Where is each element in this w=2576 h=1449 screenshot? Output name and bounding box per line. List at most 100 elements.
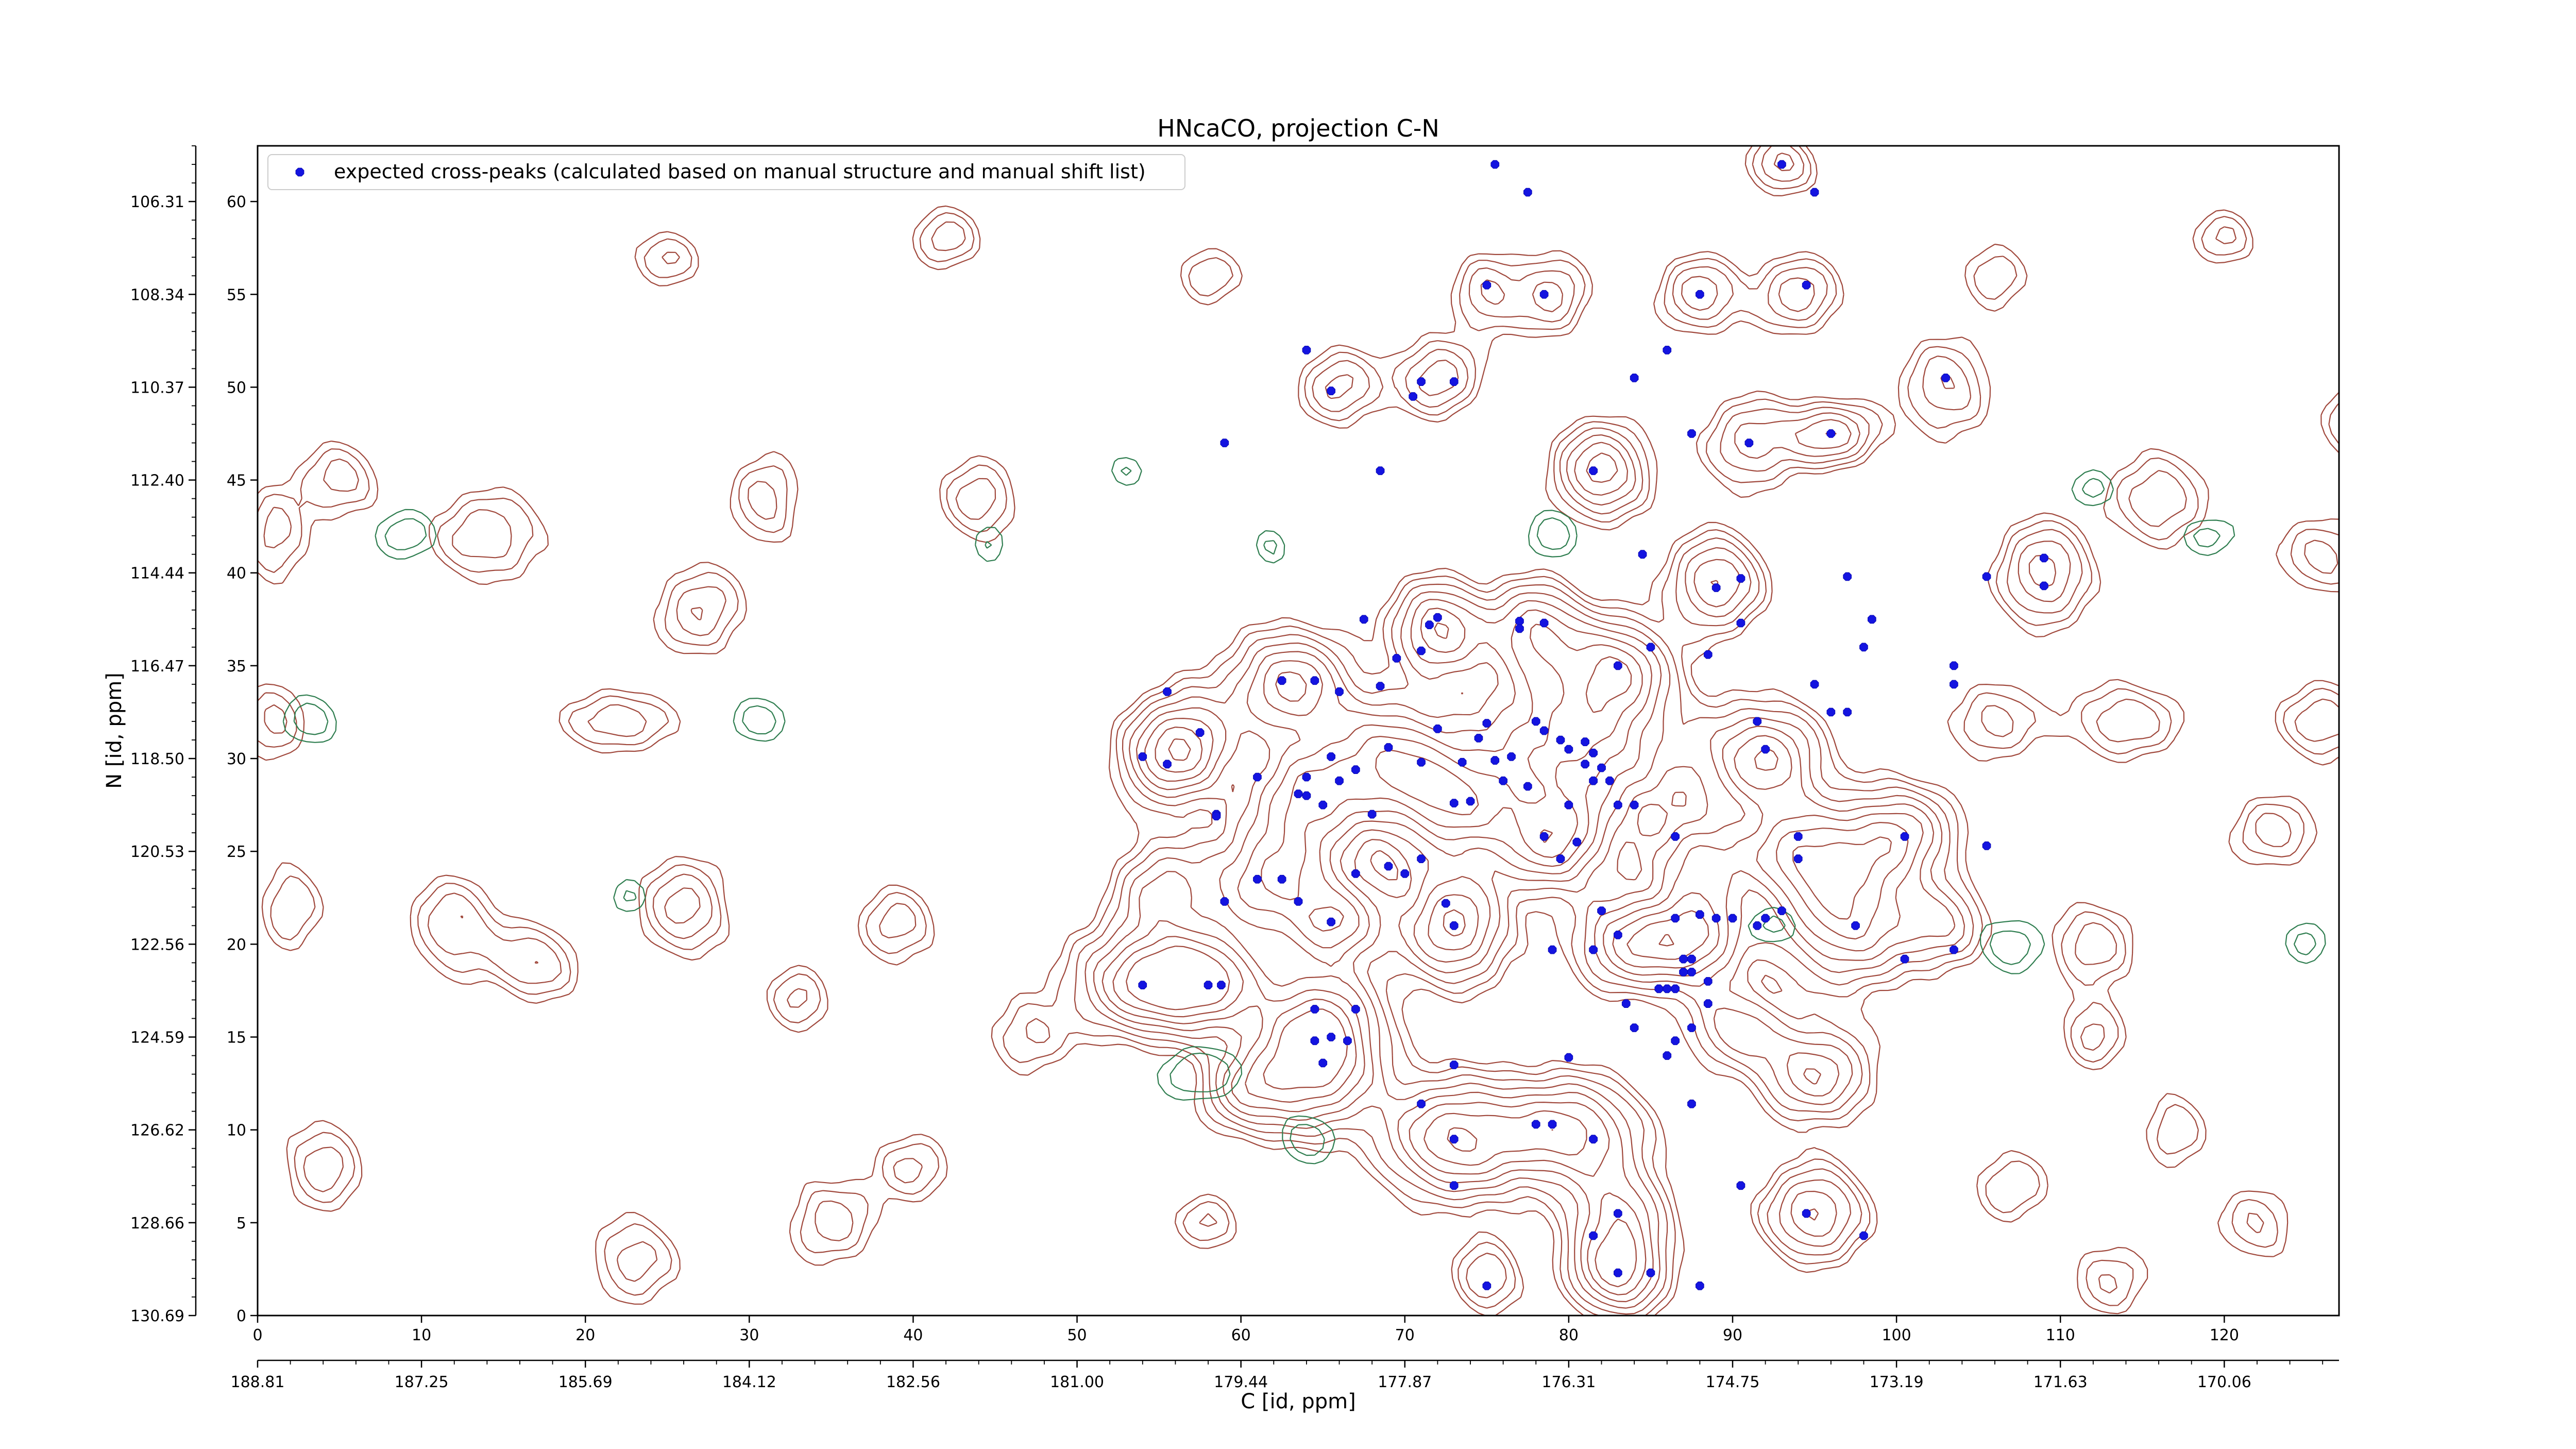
cross-peak-point (1539, 726, 1549, 735)
cross-peak-point (1982, 572, 1991, 581)
cross-peak-point (1630, 374, 1639, 382)
y-index-tick-label: 25 (227, 843, 246, 861)
x-ppm-tick-label: 177.87 (1378, 1373, 1432, 1391)
cross-peak-point (1711, 583, 1721, 592)
y-ppm-tick-label: 124.59 (130, 1029, 184, 1047)
cross-peak-point (1327, 1033, 1335, 1041)
cross-peak-point (1638, 550, 1647, 559)
cross-peak-point (1392, 654, 1401, 663)
cross-peak-point (1589, 466, 1598, 475)
cross-peak-point (1449, 1135, 1459, 1144)
cross-peak-point (1327, 917, 1335, 926)
cross-peak-point (1376, 466, 1385, 475)
cross-peak-point (1433, 724, 1442, 733)
cross-peak-point (1630, 800, 1639, 810)
cross-peak-point (1318, 800, 1328, 810)
cross-peak-point (1753, 717, 1762, 726)
cross-peak-point (1736, 618, 1745, 628)
cross-peak-point (1572, 837, 1582, 847)
contour-level-positive (258, 146, 2339, 1316)
cross-peak-point (1367, 810, 1377, 819)
y-index-tick-label: 40 (227, 565, 246, 583)
cross-peak-point (1499, 776, 1507, 785)
cross-peak-point (1703, 999, 1713, 1008)
cross-peak-point (1646, 643, 1655, 652)
cross-peak-point (1687, 968, 1696, 976)
y-index-tick-label: 30 (227, 750, 246, 768)
contour-level-positive (1101, 431, 1924, 1295)
cross-peak-point (2040, 553, 2048, 563)
cross-peak-point (1433, 613, 1442, 622)
cross-peak-point (1793, 854, 1803, 863)
x-ppm-tick-label: 173.19 (1870, 1373, 1924, 1391)
cross-peak-point (1294, 897, 1303, 906)
cross-peak-point (1564, 1053, 1573, 1062)
y-index-tick-label: 15 (227, 1029, 246, 1047)
cross-peak-point (1581, 737, 1589, 746)
cross-peak-point (1523, 782, 1532, 791)
y-ppm-tick-label: 110.37 (130, 379, 184, 397)
cross-peak-point (1654, 984, 1664, 993)
contour-level-negative (293, 466, 2316, 1156)
cross-peak-point (1466, 797, 1475, 806)
cross-peak-point (1277, 874, 1286, 884)
cross-peak-point (1376, 682, 1385, 690)
cross-peak-point (1843, 572, 1852, 581)
cross-peak-point (1843, 707, 1852, 717)
cross-peak-point (1449, 799, 1459, 807)
cross-peak-point (1302, 772, 1311, 782)
cross-peak-point (1614, 931, 1622, 939)
x-axis-ppm: 188.81 187.25 185.69 184.12 182.56 181.00 179.… (231, 1359, 2339, 1391)
cross-peak-point (1195, 728, 1205, 737)
chart-title: HNcaCO, projection C-N (1157, 114, 1439, 142)
cross-peak-point (1761, 914, 1770, 923)
cross-peak-point (1941, 374, 1950, 382)
cross-peak-point (1900, 832, 1909, 841)
cross-peak-point (1777, 906, 1786, 915)
plot-frame (257, 145, 2340, 1317)
x-ppm-tick-label: 188.81 (231, 1373, 285, 1391)
cross-peak-point (1138, 981, 1147, 989)
cross-peak-point (1359, 615, 1368, 624)
cross-peak-point (1696, 290, 1704, 299)
cross-peak-point (1318, 1058, 1328, 1068)
contour-level-positive (460, 153, 2071, 1309)
contour-lines (258, 146, 2339, 1316)
legend-marker-point (295, 167, 304, 177)
cross-peak-point (1826, 429, 1836, 438)
contour-level-positive (1093, 419, 2057, 1303)
x-ppm-tick-label: 181.00 (1050, 1373, 1104, 1391)
cross-peak-point (1327, 386, 1335, 395)
cross-peak-point (1294, 789, 1303, 798)
cross-peak-point (1950, 945, 1958, 954)
cross-peak-point (1220, 897, 1229, 906)
cross-peak-point (1671, 984, 1680, 993)
cross-peak-point (1687, 429, 1696, 438)
cross-peak-point (1539, 290, 1549, 299)
x-index-tick-label: 90 (1723, 1326, 1742, 1344)
cross-peak-point (1138, 752, 1147, 761)
y-ppm-tick-label: 106.31 (130, 193, 184, 211)
cross-peak-point (1753, 921, 1762, 930)
cross-peak-point (1630, 1023, 1639, 1032)
x-ppm-tick-label: 179.44 (1214, 1373, 1268, 1391)
cross-peak-point (1859, 643, 1868, 652)
cross-peak-point (1736, 574, 1745, 583)
cross-peak-point (1671, 832, 1680, 841)
cross-peak-point (1950, 661, 1958, 670)
x-index-tick-label: 30 (739, 1326, 759, 1344)
cross-peak-point (1400, 869, 1410, 878)
cross-peak-point (1302, 346, 1311, 355)
x-index-tick-label: 100 (1882, 1326, 1911, 1344)
cross-peak-point (1589, 776, 1598, 785)
x-index-tick-label: 50 (1067, 1326, 1087, 1344)
y-index-tick-label: 5 (236, 1215, 246, 1233)
cross-peak-point (1548, 945, 1557, 954)
contour-level-negative (282, 457, 2326, 1165)
cross-peak-point (1482, 280, 1492, 290)
x-index-tick-label: 110 (2046, 1326, 2075, 1344)
cross-peak-point (1605, 776, 1614, 785)
x-ppm-tick-label: 176.31 (1541, 1373, 1596, 1391)
y-index-tick-label: 60 (227, 193, 246, 211)
cross-peak-point (1614, 800, 1622, 810)
